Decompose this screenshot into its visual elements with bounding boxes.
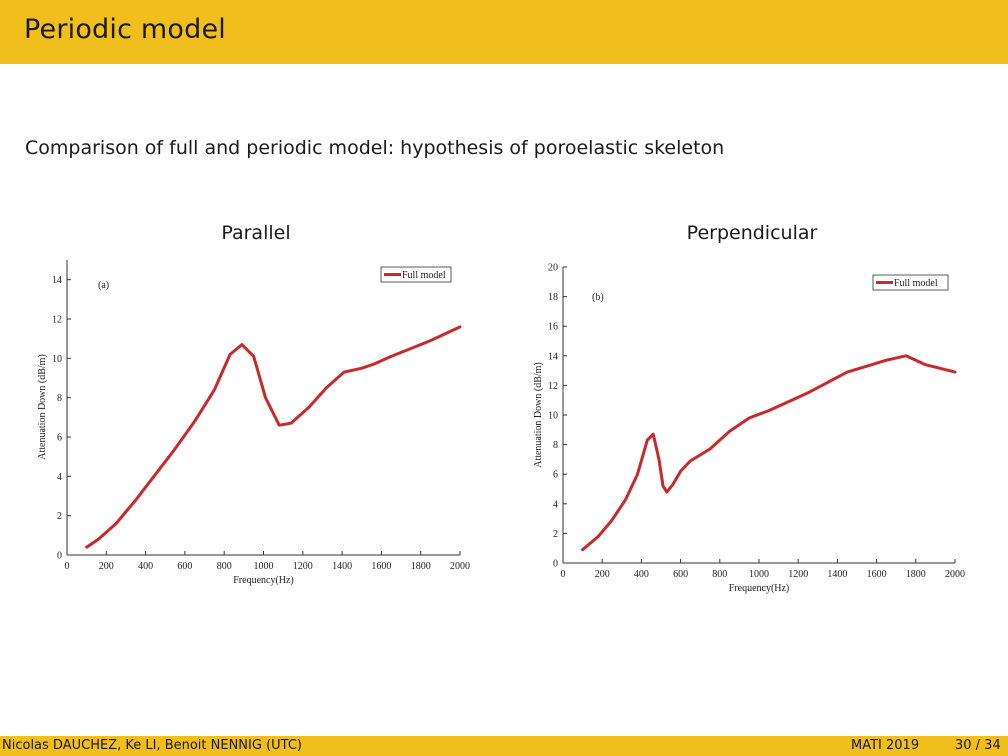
x-tick-label: 1800 (906, 569, 926, 580)
slide-subtitle: Comparison of full and periodic model: h… (25, 137, 725, 159)
x-tick-label: 400 (138, 561, 153, 572)
x-axis-label: Frequency(Hz) (729, 583, 790, 594)
y-tick-label: 2 (57, 511, 62, 522)
x-tick-label: 1200 (293, 561, 313, 572)
legend-box (872, 274, 949, 291)
y-tick-label: 14 (548, 351, 558, 362)
x-tick-label: 1200 (788, 569, 808, 580)
y-tick-label: 10 (548, 411, 558, 422)
x-tick-label: 1600 (867, 569, 887, 580)
x-tick-label: 1400 (332, 561, 352, 572)
footer-conference: MATI 2019 (851, 738, 920, 753)
x-tick-label: 1400 (827, 569, 847, 580)
x-tick-label: 1800 (411, 561, 431, 572)
chart-title-perpendicular: Perpendicular (686, 222, 818, 244)
footer-page-number: 30 / 34 (955, 738, 1001, 753)
x-tick-label: 0 (65, 561, 70, 572)
x-tick-label: 600 (177, 561, 192, 572)
y-tick-label: 0 (57, 551, 62, 562)
y-axis-label: Attenuation Down (dB/m) (37, 354, 48, 460)
panel-label: (b) (592, 292, 604, 303)
y-axis-label: Attenuation Down (dB/m) (533, 362, 544, 468)
x-tick-label: 400 (634, 569, 649, 580)
series-line-full-model (85, 325, 462, 549)
x-tick-label: 200 (99, 561, 114, 572)
footer-authors: Nicolas DAUCHEZ, Ke LI, Benoit NENNIG (U… (2, 738, 302, 753)
chart-title-parallel: Parallel (221, 222, 291, 244)
x-tick-label: 0 (561, 569, 566, 580)
slide-footer: Nicolas DAUCHEZ, Ke LI, Benoit NENNIG (U… (0, 736, 1008, 756)
y-tick-label: 12 (52, 315, 62, 326)
x-tick-label: 2000 (945, 569, 965, 580)
series-line-full-model (581, 354, 957, 552)
y-tick-label: 0 (553, 559, 558, 570)
y-tick-label: 6 (57, 433, 62, 444)
y-tick-label: 8 (57, 393, 62, 404)
x-tick-label: 1000 (254, 561, 274, 572)
x-tick-label: 600 (673, 569, 688, 580)
x-tick-label: 800 (712, 569, 727, 580)
y-tick-label: 2 (553, 529, 558, 540)
legend-entry: Full model (402, 270, 446, 281)
x-tick-label: 1000 (749, 569, 769, 580)
y-tick-label: 4 (553, 499, 558, 510)
y-tick-label: 4 (57, 472, 62, 483)
x-tick-label: 2000 (450, 561, 470, 572)
y-tick-label: 20 (548, 263, 558, 274)
y-tick-label: 18 (548, 292, 558, 303)
y-tick-label: 16 (548, 322, 558, 333)
y-tick-label: 6 (553, 470, 558, 481)
legend-entry: Full model (894, 278, 938, 289)
y-tick-label: 12 (548, 381, 558, 392)
x-tick-label: 200 (595, 569, 610, 580)
x-tick-label: 1600 (371, 561, 391, 572)
slide-header: Periodic model (0, 0, 1008, 64)
y-tick-label: 8 (553, 440, 558, 451)
panel-label: (a) (98, 280, 109, 291)
x-tick-label: 800 (217, 561, 232, 572)
y-tick-label: 14 (52, 275, 62, 286)
x-axis-label: Frequency(Hz) (233, 575, 294, 586)
legend-box (380, 266, 452, 283)
y-tick-label: 10 (52, 354, 62, 365)
slide-title: Periodic model (24, 14, 226, 45)
